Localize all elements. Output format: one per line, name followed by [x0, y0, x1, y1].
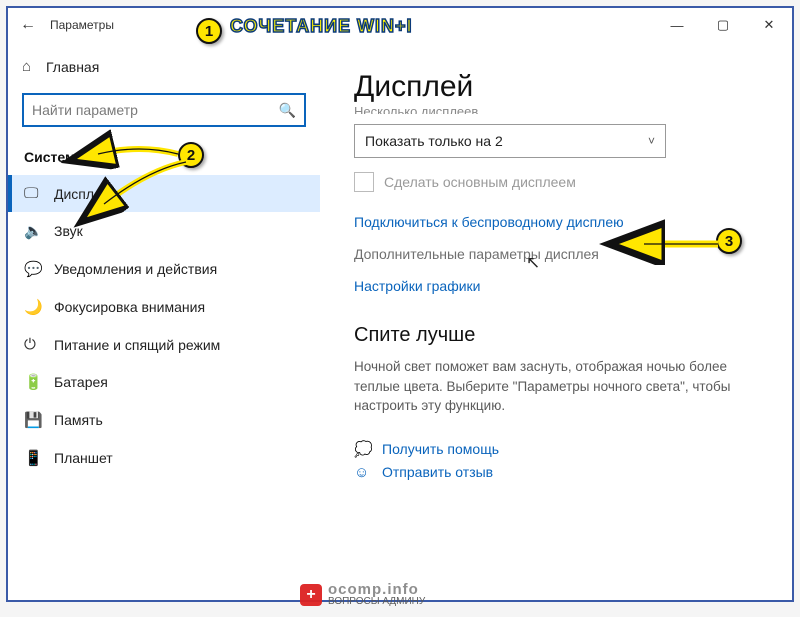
home-icon: ⌂: [22, 58, 46, 75]
sidebar-item[interactable]: 💬Уведомления и действия: [8, 250, 320, 288]
cut-subhead: Несколько дисплеев: [354, 104, 758, 114]
help-icon: 💭: [354, 440, 372, 458]
nav-icon: 🖵: [24, 185, 54, 202]
nav-icon: 💾: [24, 411, 54, 429]
sleep-heading: Спите лучше: [354, 324, 758, 347]
display-mode-dropdown[interactable]: Показать только на 2 ˅: [354, 124, 666, 158]
sidebar-item-label: Питание и спящий режим: [54, 337, 220, 353]
sidebar-item[interactable]: 🌙Фокусировка внимания: [8, 288, 320, 326]
advanced-display-link[interactable]: Дополнительные параметры дисплея: [354, 246, 758, 262]
sidebar-item[interactable]: ⏻Питание и спящий режим: [8, 326, 320, 363]
graphics-settings-link[interactable]: Настройки графики: [354, 278, 758, 294]
sidebar-nav: 🖵Дисплей🔈Звук💬Уведомления и действия🌙Фок…: [8, 175, 320, 477]
maximize-button[interactable]: ▢: [700, 8, 746, 42]
nav-icon: 💬: [24, 260, 54, 278]
page-title: Дисплей: [354, 70, 758, 104]
window-title: Параметры: [50, 18, 114, 32]
dropdown-value: Показать только на 2: [365, 133, 648, 149]
sidebar-item[interactable]: 🖵Дисплей: [8, 175, 320, 212]
feedback-row: ☺ Отправить отзыв: [354, 464, 758, 481]
back-button[interactable]: ←: [20, 16, 42, 34]
search-input[interactable]: Найти параметр 🔍: [22, 93, 306, 127]
primary-display-checkbox: Сделать основным дисплеем: [354, 172, 758, 192]
sidebar-item-label: Память: [54, 412, 103, 428]
sidebar-item[interactable]: 🔈Звук: [8, 212, 320, 250]
sidebar: ⌂ Главная Найти параметр 🔍 Система 🖵Дисп…: [8, 42, 320, 600]
sidebar-item-label: Батарея: [54, 374, 108, 390]
search-placeholder: Найти параметр: [32, 102, 279, 118]
sleep-body: Ночной свет поможет вам заснуть, отображ…: [354, 357, 758, 416]
sidebar-home[interactable]: ⌂ Главная: [8, 50, 320, 83]
sidebar-item-label: Планшет: [54, 450, 113, 466]
checkbox-box: [354, 172, 374, 192]
feedback-link[interactable]: Отправить отзыв: [382, 464, 493, 480]
chevron-down-icon: ˅: [648, 134, 655, 148]
content-pane: Дисплей Несколько дисплеев Показать толь…: [320, 42, 792, 600]
sidebar-item[interactable]: 🔋Батарея: [8, 363, 320, 401]
nav-icon: 🔈: [24, 222, 54, 240]
help-link[interactable]: Получить помощь: [382, 441, 499, 457]
nav-icon: 📱: [24, 449, 54, 467]
window-controls: — ▢ ✕: [654, 8, 792, 42]
wireless-display-link[interactable]: Подключиться к беспроводному дисплею: [354, 214, 758, 230]
search-icon: 🔍: [279, 102, 296, 119]
sidebar-home-label: Главная: [46, 59, 99, 75]
minimize-button[interactable]: —: [654, 8, 700, 42]
sidebar-item-label: Дисплей: [54, 186, 110, 202]
nav-icon: 🌙: [24, 298, 54, 316]
settings-window: ← Параметры — ▢ ✕ ⌂ Главная Найти параме…: [6, 6, 794, 602]
nav-icon: ⏻: [24, 336, 54, 353]
close-button[interactable]: ✕: [746, 8, 792, 42]
sidebar-item[interactable]: 💾Память: [8, 401, 320, 439]
help-row: 💭 Получить помощь: [354, 440, 758, 458]
sidebar-section-label: Система: [8, 141, 320, 175]
sidebar-item-label: Уведомления и действия: [54, 261, 217, 277]
sidebar-item-label: Фокусировка внимания: [54, 299, 205, 315]
checkbox-label: Сделать основным дисплеем: [384, 174, 576, 190]
feedback-icon: ☺: [354, 464, 372, 481]
nav-icon: 🔋: [24, 373, 54, 391]
sidebar-item-label: Звук: [54, 223, 83, 239]
sidebar-item[interactable]: 📱Планшет: [8, 439, 320, 477]
titlebar: ← Параметры — ▢ ✕: [8, 8, 792, 42]
